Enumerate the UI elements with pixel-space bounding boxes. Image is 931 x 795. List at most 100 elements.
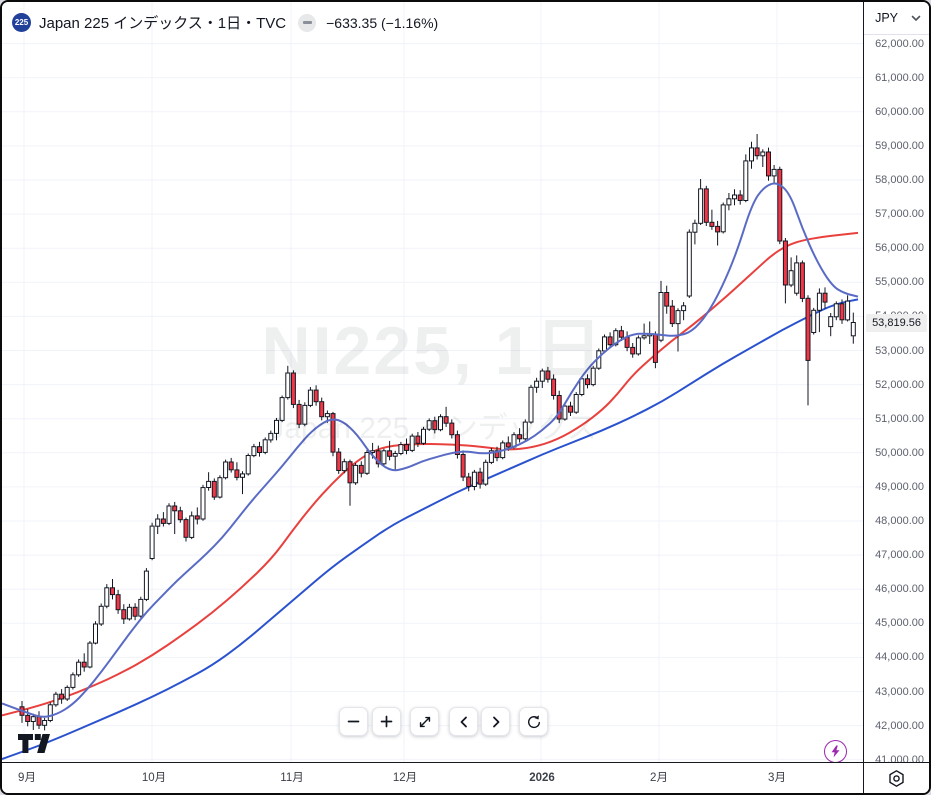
zoom-out-button[interactable] xyxy=(339,707,368,736)
symbol-legend: 225 Japan 225 インデックス・1日・TVC −633.35 (−1.… xyxy=(12,12,438,33)
candle xyxy=(669,300,675,327)
price-axis[interactable]: JPY 62,000.00 61,000.00 60,000.00 59,000.00… xyxy=(863,2,929,766)
bottom-row: 9月 10月 11月 12月 2026 2月 3月 xyxy=(2,762,929,793)
lightning-icon xyxy=(831,745,840,758)
tradingview-logo-icon xyxy=(18,734,50,753)
last-price-label: 53,819.56 xyxy=(866,313,927,332)
candle xyxy=(686,229,692,298)
candle xyxy=(87,641,93,669)
expand-icon xyxy=(419,716,430,727)
candle xyxy=(438,414,443,432)
candle xyxy=(415,432,421,447)
candle xyxy=(375,445,381,468)
candle xyxy=(539,368,545,388)
settings-icon[interactable] xyxy=(887,769,906,788)
candle xyxy=(754,134,760,160)
candle xyxy=(121,604,127,624)
candles xyxy=(19,134,856,731)
candle xyxy=(285,365,291,400)
price-tick-label: 49,000.00 xyxy=(875,480,924,493)
instant-data-button[interactable] xyxy=(824,740,847,762)
candle xyxy=(652,331,658,369)
zoom-in-button[interactable] xyxy=(372,707,401,736)
chart-plot-area[interactable]: NI225, 1日 Japan 225 インデックス 225 Japan 225… xyxy=(2,2,864,762)
candle xyxy=(528,384,534,424)
time-tick-label: 2026 xyxy=(529,772,555,784)
candle xyxy=(126,603,132,621)
candle xyxy=(720,202,726,234)
candle xyxy=(777,166,783,245)
scroll-right-button[interactable] xyxy=(481,707,510,736)
candle xyxy=(703,185,709,226)
candle xyxy=(715,220,721,246)
ma-slow-line xyxy=(2,298,859,760)
candle xyxy=(805,295,811,406)
candle xyxy=(313,385,319,406)
candle xyxy=(409,433,415,453)
price-tick-label: 47,000.00 xyxy=(875,549,924,562)
chart-toolbar xyxy=(2,707,863,736)
candle xyxy=(341,458,347,474)
price-tick-label: 51,000.00 xyxy=(875,412,924,425)
candle xyxy=(245,453,251,476)
candle xyxy=(211,478,217,500)
candle xyxy=(443,406,449,427)
candle xyxy=(551,374,557,400)
candle xyxy=(449,419,455,439)
time-axis[interactable]: 9月 10月 11月 12月 2026 2月 3月 xyxy=(2,763,863,793)
candle xyxy=(268,430,274,443)
candle xyxy=(115,589,121,614)
candle xyxy=(641,323,647,340)
candle xyxy=(189,511,195,540)
candle xyxy=(483,459,489,486)
candle xyxy=(47,702,53,723)
tradingview-logo[interactable] xyxy=(18,733,54,755)
candle xyxy=(296,399,302,429)
candlestick-chart[interactable] xyxy=(2,2,864,762)
candle xyxy=(681,302,687,321)
time-tick-label: 10月 xyxy=(141,772,167,784)
candle xyxy=(364,450,370,475)
candle xyxy=(353,463,359,485)
candle xyxy=(811,307,817,335)
scroll-left-button[interactable] xyxy=(449,707,478,736)
candle xyxy=(760,149,766,167)
candle xyxy=(98,603,104,626)
candle xyxy=(477,467,483,489)
candle xyxy=(749,141,754,169)
candle xyxy=(217,475,223,499)
price-tick-label: 53,000.00 xyxy=(875,344,924,357)
candle xyxy=(658,280,664,343)
candle xyxy=(36,711,42,729)
candle xyxy=(471,469,477,491)
candle xyxy=(398,441,404,456)
candle xyxy=(573,392,579,414)
candle xyxy=(839,299,845,324)
candle xyxy=(534,377,540,393)
candle xyxy=(240,471,245,495)
candle xyxy=(149,522,155,561)
candle xyxy=(799,260,805,303)
candle xyxy=(194,507,200,525)
price-tick-label: 60,000.00 xyxy=(875,105,924,118)
minus-icon xyxy=(347,720,360,723)
main-row: NI225, 1日 Japan 225 インデックス 225 Japan 225… xyxy=(2,2,929,766)
candle xyxy=(206,472,212,491)
candle xyxy=(833,301,839,321)
candle xyxy=(274,418,279,441)
price-tick-label: 57,000.00 xyxy=(875,208,924,221)
plus-icon xyxy=(380,715,393,728)
legend-collapse-icon[interactable] xyxy=(298,13,317,32)
currency-dropdown[interactable]: JPY xyxy=(864,2,929,35)
fullscreen-button[interactable] xyxy=(410,707,439,736)
candle xyxy=(64,685,70,701)
price-tick-label: 50,000.00 xyxy=(875,446,924,459)
candle xyxy=(358,461,364,478)
candle xyxy=(850,312,856,344)
candle xyxy=(155,514,161,534)
reset-chart-button[interactable] xyxy=(519,707,548,736)
candle xyxy=(143,568,149,602)
candle xyxy=(726,193,732,211)
price-tick-label: 43,000.00 xyxy=(875,685,924,698)
candle xyxy=(545,366,551,383)
